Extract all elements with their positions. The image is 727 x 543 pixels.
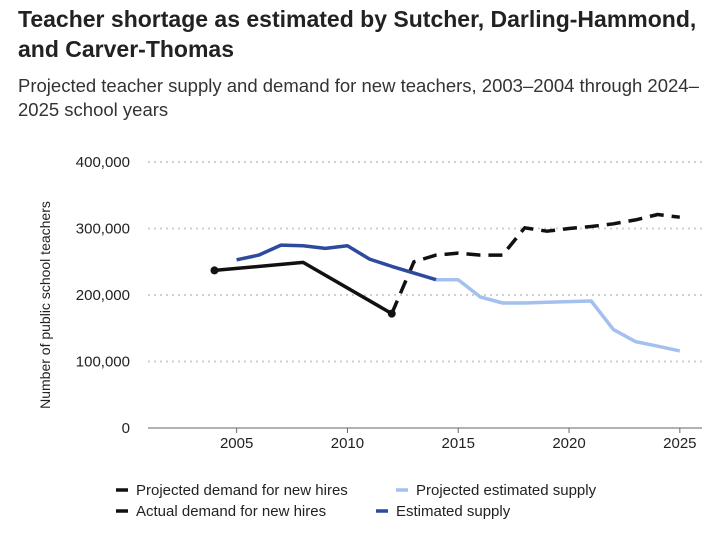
y-tick-label: 400,000 — [76, 154, 130, 171]
x-tick-label: 2015 — [442, 435, 475, 452]
legend: Projected demand for new hires Projected … — [116, 482, 597, 520]
chart-title: Teacher shortage as estimated by Sutcher… — [18, 6, 697, 62]
legend-label: Projected estimated supply — [416, 482, 597, 499]
data-point — [387, 309, 396, 318]
series-line-0 — [390, 212, 681, 315]
series-line-2 — [214, 260, 393, 316]
series-lines — [210, 212, 681, 353]
series-line-1 — [436, 277, 681, 353]
legend-label: Projected demand for new hires — [136, 482, 348, 499]
gridlines — [148, 161, 702, 363]
y-tick-label: 300,000 — [76, 221, 130, 238]
y-tick-label: 0 — [122, 420, 130, 437]
y-axis-label: Number of public school teachers — [37, 201, 53, 409]
x-tick-label: 2020 — [552, 435, 585, 452]
y-axis-ticks: 0 100,000 200,000 300,000 400,000 — [76, 154, 130, 437]
data-point — [210, 266, 219, 275]
x-tick-label: 2025 — [663, 435, 696, 452]
series-line-3 — [236, 243, 437, 282]
legend-label: Estimated supply — [396, 503, 511, 520]
x-tick-label: 2005 — [220, 435, 253, 452]
y-tick-label: 200,000 — [76, 287, 130, 304]
x-axis-ticks: 2005 2010 2015 2020 2025 — [220, 428, 697, 452]
legend-label: Actual demand for new hires — [136, 503, 326, 520]
y-tick-label: 100,000 — [76, 354, 130, 371]
x-tick-label: 2010 — [331, 435, 364, 452]
chart-subtitle: Projected teacher supply and demand for … — [18, 75, 699, 120]
